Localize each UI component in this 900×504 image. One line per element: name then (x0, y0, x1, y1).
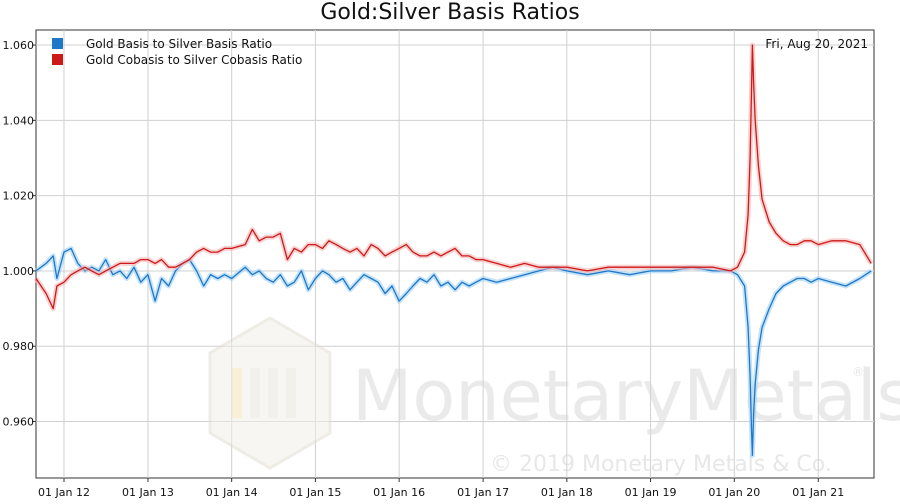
legend: Gold Basis to Silver Basis Ratio Gold Co… (52, 37, 302, 67)
y-tick-label: 1.000 (3, 265, 35, 278)
y-tick-label: 0.960 (3, 416, 35, 429)
x-tick-label: 01 Jan 13 (122, 486, 174, 499)
y-tick-label: 1.040 (3, 114, 35, 127)
x-tick-label: 01 Jan 15 (289, 486, 341, 499)
x-tick-label: 01 Jan 18 (541, 486, 593, 499)
legend-label-gold-cobasis: Gold Cobasis to Silver Cobasis Ratio (86, 53, 302, 67)
x-tick-label: 01 Jan 20 (708, 486, 760, 499)
y-tick-label: 0.980 (3, 340, 35, 353)
axes: 01 Jan 12 01 Jan 13 01 Jan 14 01 Jan 15 01 J… (3, 39, 845, 499)
x-tick-label: 01 Jan 17 (457, 486, 509, 499)
legend-label-gold-basis: Gold Basis to Silver Basis Ratio (86, 37, 272, 51)
legend-swatch-gold-cobasis (52, 54, 63, 65)
series-layer (33, 42, 874, 458)
x-tick-label: 01 Jan 12 (38, 486, 90, 499)
legend-swatch-gold-basis (52, 38, 63, 49)
chart-title: Gold:Silver Basis Ratios (320, 0, 579, 25)
date-label: Fri, Aug 20, 2021 (765, 37, 868, 51)
watermark-registered-mark: ® (852, 365, 864, 379)
watermark-copyright: © 2019 Monetary Metals & Co. (490, 452, 832, 477)
y-tick-label: 1.060 (3, 39, 35, 52)
watermark: MonetaryMetals ® © 2019 Monetary Metals … (208, 316, 900, 477)
y-tick-label: 1.020 (3, 190, 35, 203)
x-tick-label: 01 Jan 14 (206, 486, 258, 499)
series-line-gold-cobasis (35, 44, 872, 310)
watermark-logo-icon (208, 316, 332, 470)
x-tick-label: 01 Jan 19 (625, 486, 677, 499)
x-tick-label: 01 Jan 16 (373, 486, 425, 499)
x-tick-label: 01 Jan 21 (792, 486, 844, 499)
series-line-gold-basis (35, 247, 872, 457)
watermark-brand-text: MonetaryMetals (352, 355, 900, 437)
